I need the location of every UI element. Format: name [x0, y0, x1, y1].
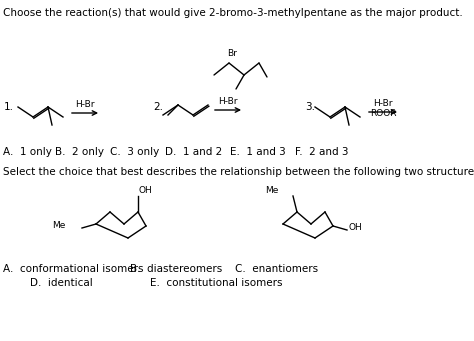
Text: E.  1 and 3: E. 1 and 3 [230, 147, 286, 157]
Text: D.  1 and 2: D. 1 and 2 [165, 147, 222, 157]
Text: C.  3 only: C. 3 only [110, 147, 159, 157]
Text: Me: Me [265, 186, 279, 195]
Text: 3.: 3. [305, 102, 315, 112]
Text: B.  diastereomers: B. diastereomers [130, 264, 222, 274]
Text: Me: Me [53, 222, 66, 231]
Text: OH: OH [349, 223, 363, 233]
Text: C.  enantiomers: C. enantiomers [235, 264, 318, 274]
Text: A.  conformational isomers: A. conformational isomers [3, 264, 144, 274]
Text: Br: Br [227, 49, 237, 58]
Text: ROOR: ROOR [370, 109, 396, 118]
Text: E.  constitutional isomers: E. constitutional isomers [150, 278, 283, 288]
Text: B.  2 only: B. 2 only [55, 147, 104, 157]
Text: A.  1 only: A. 1 only [3, 147, 52, 157]
Text: F.  2 and 3: F. 2 and 3 [295, 147, 348, 157]
Text: 2.: 2. [153, 102, 163, 112]
Text: Choose the reaction(s) that would give 2-bromo-3-methylpentane as the major prod: Choose the reaction(s) that would give 2… [3, 8, 463, 18]
Text: 1.: 1. [4, 102, 14, 112]
Text: H-Br: H-Br [75, 100, 95, 109]
Text: Select the choice that best describes the relationship between the following two: Select the choice that best describes th… [3, 167, 474, 177]
Text: D.  identical: D. identical [30, 278, 93, 288]
Text: H-Br: H-Br [373, 99, 393, 108]
Text: OH: OH [139, 186, 153, 195]
Text: H-Br: H-Br [218, 97, 238, 106]
